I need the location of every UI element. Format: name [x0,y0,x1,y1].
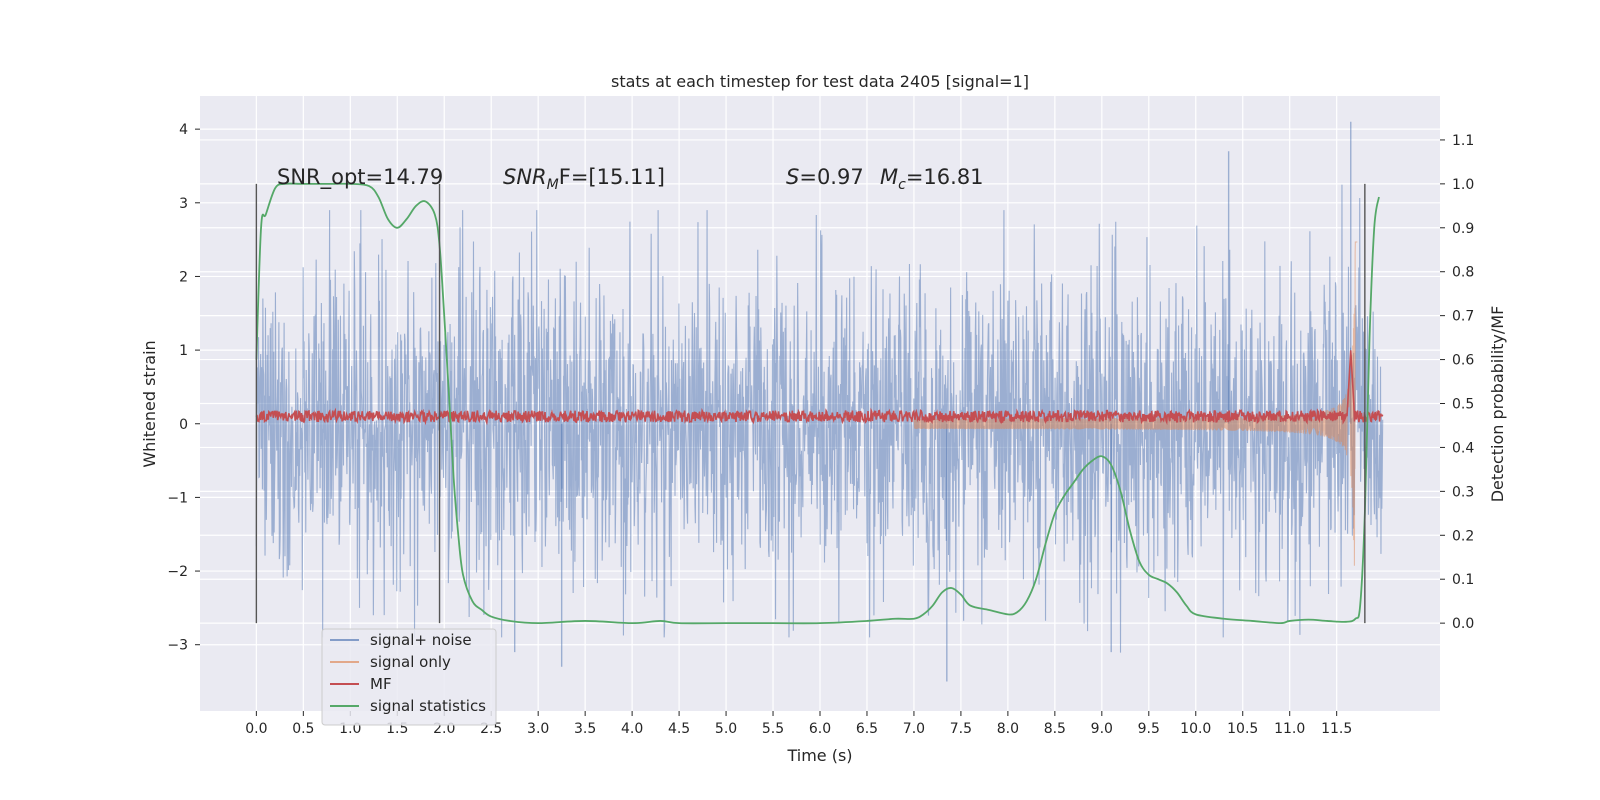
x-tick-label-12: 6.0 [809,721,831,737]
y-right-tick-label-1: 0.1 [1452,572,1474,588]
x-tick-label-8: 4.0 [621,721,643,737]
legend-box [321,628,497,726]
legend-label-0: signal+ noise [370,631,472,649]
legend-label-2: MF [370,675,392,693]
x-tick-label-18: 9.0 [1091,721,1113,737]
mf-line [255,350,1384,426]
mc-value: =16.81 [906,165,984,189]
y-right-tick-label-6: 0.6 [1452,353,1474,369]
mc-name: M [880,165,898,189]
x-tick-label-16: 8.0 [997,721,1019,737]
y-tick-label-7: 4 [179,122,188,138]
y-right-tick-label-8: 0.8 [1452,265,1474,281]
grid-right [200,139,1440,624]
signal-plus-noise-series [255,121,1384,682]
snr-mf-subscript: M [547,177,559,193]
signal-statistics-line [255,182,1380,625]
vertical-markers [255,183,1366,624]
mc-subscript: c [898,177,906,193]
s-name: S [786,165,799,189]
x-tick-label-17: 8.5 [1044,721,1066,737]
y-right-tick-label-11: 1.1 [1452,133,1474,149]
x-tick-label-6: 3.0 [527,721,549,737]
y-right-tick-label-7: 0.7 [1452,309,1474,325]
y-right-axis-ticks: 0.0 0.1 0.2 0.3 0.4 0.5 0.6 0.7 0.8 0.9 1.0 1.1 [1440,133,1474,632]
x-tick-label-10: 5.0 [715,721,737,737]
legend-label-1: signal only [370,653,451,671]
x-tick-label-14: 7.0 [903,721,925,737]
chart-title: stats at each timestep for test data 240… [611,72,1029,91]
y-axis-label: Whitened strain [140,340,159,467]
x-tick-label-15: 7.5 [950,721,972,737]
y-tick-label-6: 3 [179,196,188,212]
x-tick-label-11: 5.5 [762,721,784,737]
x-tick-label-0: 0.0 [245,721,267,737]
x-tick-label-19: 9.5 [1138,721,1160,737]
y-right-tick-label-3: 0.3 [1452,484,1474,500]
x-tick-label-1: 0.5 [292,721,314,737]
mf-series [255,350,1384,426]
x-tick-label-20: 10.0 [1180,721,1211,737]
y-tick-label-4: 1 [179,343,188,359]
x-tick-label-7: 3.5 [574,721,596,737]
snr-mf-name: SNR [503,165,547,189]
s-value: =0.97 [799,165,863,189]
y-right-tick-label-2: 0.2 [1452,528,1474,544]
x-axis-label: Time (s) [786,746,852,765]
snr-mf-value: F=[15.11] [559,165,665,189]
y-tick-label-5: 2 [179,269,188,285]
y-tick-label-2: −1 [167,490,188,506]
annotation-snr-mf: SNRMF=[15.11] [503,165,665,193]
y-right-tick-label-10: 1.0 [1452,177,1474,193]
legend: signal+ noise signal only MF signal statist… [321,628,497,726]
x-tick-label-21: 10.5 [1227,721,1258,737]
y-right-axis-label: Detection probability/MF [1488,306,1507,503]
legend-label-3: signal statistics [370,697,486,715]
y-axis-ticks: −3 −2 −1 0 1 2 3 4 [167,122,200,654]
y-tick-label-0: −3 [167,638,188,654]
annotation-mc: Mc=16.81 [880,165,984,193]
signal-plus-noise-line [255,184,1384,653]
x-tick-label-9: 4.5 [668,721,690,737]
y-right-tick-label-4: 0.4 [1452,440,1474,456]
y-right-tick-label-5: 0.5 [1452,397,1474,413]
annotation-s: S=0.97 [786,165,864,189]
annotation-snr-opt: SNR_opt=14.79 [277,165,443,190]
y-right-tick-label-9: 0.9 [1452,221,1474,237]
y-right-tick-label-0: 0.0 [1452,616,1474,632]
x-tick-label-13: 6.5 [856,721,878,737]
x-tick-label-22: 11.0 [1274,721,1305,737]
y-tick-label-1: −2 [167,564,188,580]
signal-statistics-series [255,182,1380,625]
x-tick-label-23: 11.5 [1321,721,1352,737]
y-tick-label-3: 0 [179,417,188,433]
